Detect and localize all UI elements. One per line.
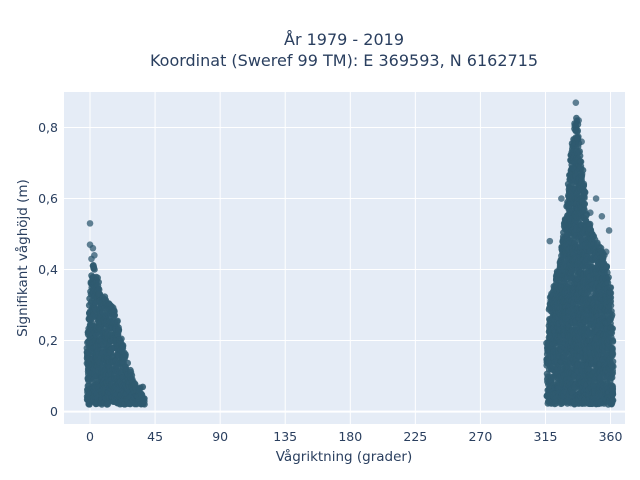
data-point (91, 266, 98, 273)
data-point (609, 350, 617, 358)
data-point (605, 274, 612, 281)
data-point (605, 227, 613, 234)
x-tick-label: 225 (403, 429, 427, 444)
chart-title-line1: År 1979 - 2019 (284, 30, 404, 49)
data-point (86, 220, 94, 227)
data-point (609, 325, 617, 332)
data-point (598, 212, 606, 220)
y-tick-label: 0,6 (38, 191, 58, 206)
gridlines (64, 92, 625, 424)
x-axis-title: Vågriktning (grader) (276, 448, 413, 465)
data-point (609, 369, 617, 377)
x-tick-label: 45 (147, 429, 163, 444)
data-point (608, 311, 616, 319)
x-tick-label: 180 (338, 429, 362, 444)
data-point (122, 351, 129, 358)
x-tick-labels: 0 45 90 135 180 225 270 315 360 (86, 429, 622, 444)
y-tick-label: 0 (50, 404, 58, 419)
x-tick-label: 135 (273, 429, 297, 444)
data-point (592, 195, 600, 202)
data-point (89, 244, 97, 252)
data-point (558, 195, 565, 202)
data-point (580, 180, 588, 188)
data-point (546, 237, 554, 245)
x-tick-label: 0 (86, 429, 94, 444)
data-point (581, 189, 589, 196)
x-tick-label: 90 (212, 429, 228, 444)
y-tick-label: 0,4 (38, 262, 58, 277)
data-point (579, 166, 587, 174)
data-point (124, 359, 132, 367)
data-point (578, 172, 586, 180)
data-point (609, 344, 616, 352)
data-point (581, 200, 589, 208)
data-point (586, 209, 594, 217)
data-point (607, 289, 615, 297)
data-point (586, 220, 594, 228)
data-point (575, 117, 583, 124)
data-point (141, 395, 148, 402)
data-point (607, 302, 615, 309)
data-point (581, 194, 588, 202)
scatter-points (83, 99, 617, 408)
plot-background (64, 92, 625, 424)
data-point (603, 263, 610, 270)
y-tick-label: 0,8 (38, 120, 58, 135)
chart-title-line2: Koordinat (Sweref 99 TM): E 369593, N 61… (150, 51, 538, 70)
data-point (574, 127, 581, 134)
data-point (610, 363, 617, 370)
x-tick-label: 270 (468, 429, 492, 444)
data-point (609, 390, 617, 398)
data-point (609, 397, 617, 404)
data-point (609, 338, 617, 345)
data-point (88, 255, 95, 263)
data-point (609, 385, 616, 393)
data-point (576, 152, 584, 160)
y-tick-labels: 0 0,2 0,4 0,6 0,8 (38, 120, 58, 419)
x-tick-label: 360 (599, 429, 623, 444)
data-point (602, 248, 610, 256)
data-point (572, 99, 580, 106)
data-point (578, 138, 585, 146)
data-point (609, 358, 617, 365)
data-point (118, 335, 125, 343)
y-axis-title: Signifikant våghöjd (m) (14, 179, 31, 337)
data-point (607, 284, 615, 291)
data-point (114, 317, 121, 325)
data-point (139, 383, 147, 391)
data-point (115, 326, 123, 334)
x-tick-label: 315 (534, 429, 558, 444)
y-tick-label: 0,2 (38, 333, 58, 348)
data-point (111, 311, 119, 319)
